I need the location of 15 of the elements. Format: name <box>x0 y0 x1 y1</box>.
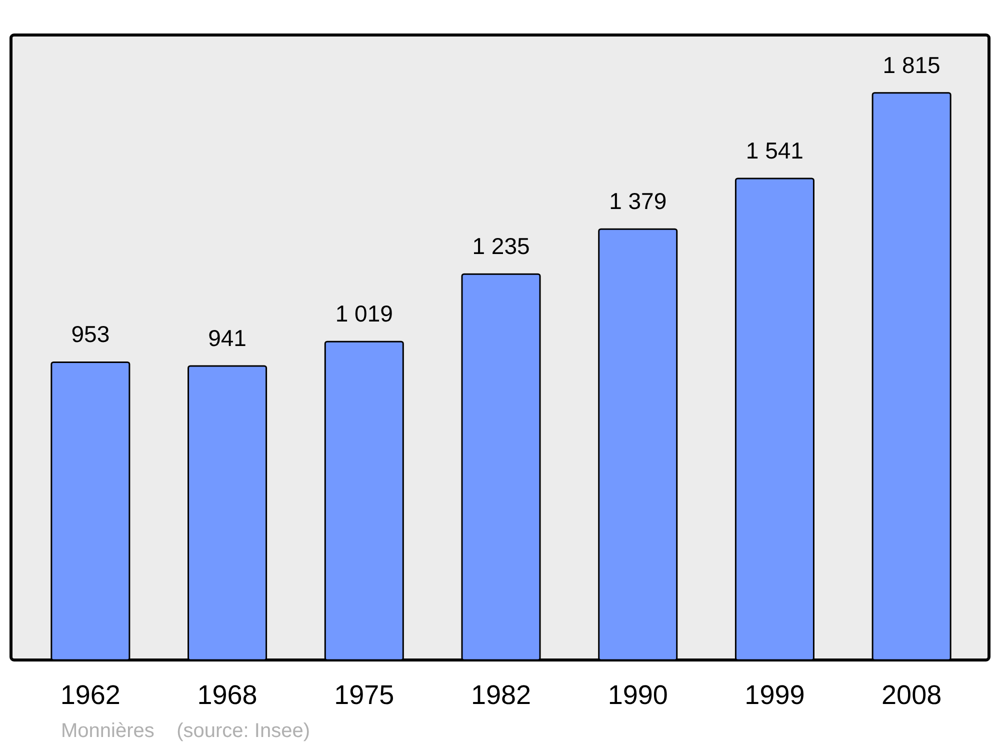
x-tick-label: 2008 <box>882 680 942 710</box>
x-tick-label: 1990 <box>608 680 668 710</box>
x-tick-label: 1999 <box>744 680 805 710</box>
text: Monnières (source: Insee) <box>61 720 310 742</box>
data-label: 1 815 <box>882 52 940 78</box>
data-label: 953 <box>71 321 110 348</box>
data-label: 1 019 <box>335 300 393 327</box>
x-tick-label: 1962 <box>60 680 120 710</box>
x-tick-label: 1975 <box>334 680 394 710</box>
data-label: 1 235 <box>472 233 530 260</box>
x-tick-label: 1982 <box>470 680 532 710</box>
data-label: 941 <box>208 324 246 351</box>
x-tick-label: 1968 <box>197 680 258 710</box>
data-label: 1 541 <box>746 137 804 164</box>
data-label: 1 379 <box>609 188 667 214</box>
